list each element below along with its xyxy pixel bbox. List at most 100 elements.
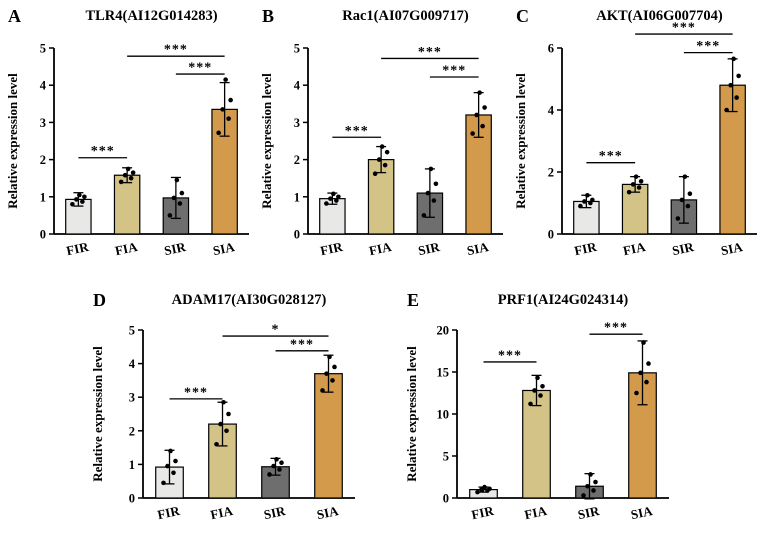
data-point bbox=[319, 388, 325, 393]
data-point bbox=[70, 201, 75, 207]
data-point bbox=[474, 112, 479, 118]
data-point bbox=[323, 371, 329, 376]
data-point bbox=[372, 171, 378, 177]
data-point bbox=[592, 479, 598, 485]
data-point bbox=[77, 192, 82, 198]
y-axis-label: Relative expression level bbox=[404, 346, 419, 482]
y-axis-label: Relative expression level bbox=[259, 73, 274, 209]
data-point bbox=[638, 179, 644, 184]
bar-fia bbox=[113, 174, 141, 235]
data-point bbox=[731, 56, 736, 62]
y-tick-label: 1 bbox=[294, 190, 300, 204]
y-tick-label: 10 bbox=[436, 408, 449, 422]
panel-title: ADAM17(AI30G028127) bbox=[171, 292, 326, 308]
y-tick-label: 4 bbox=[548, 104, 555, 118]
y-axis-label: Relative expression level bbox=[5, 73, 20, 209]
data-point bbox=[421, 213, 427, 218]
data-point bbox=[167, 448, 173, 454]
data-point bbox=[225, 411, 231, 417]
data-point bbox=[584, 483, 590, 489]
data-point bbox=[167, 213, 173, 218]
data-point bbox=[470, 131, 475, 136]
data-point bbox=[478, 487, 484, 492]
data-point bbox=[582, 199, 587, 204]
x-tick-label: SIA bbox=[212, 239, 237, 258]
data-point bbox=[118, 179, 124, 185]
x-tick-label: FIR bbox=[65, 239, 91, 258]
x-tick-label: SIR bbox=[576, 503, 601, 522]
x-tick-label: SIA bbox=[629, 503, 654, 522]
data-point bbox=[276, 467, 282, 472]
y-tick-label: 3 bbox=[40, 116, 46, 130]
data-point bbox=[216, 130, 221, 136]
x-tick-label: SIA bbox=[720, 239, 745, 258]
bar-fia bbox=[521, 389, 551, 499]
panel-letter: A bbox=[8, 6, 21, 26]
data-point bbox=[223, 77, 228, 82]
data-point bbox=[682, 174, 688, 179]
y-tick-label: 3 bbox=[294, 116, 300, 130]
chart-svg-b: B Rac1(AI07G009717) Relative expression le… bbox=[259, 6, 503, 258]
data-point bbox=[382, 162, 388, 168]
data-point bbox=[431, 198, 437, 203]
data-point bbox=[171, 195, 177, 201]
significance-stars: *** bbox=[184, 385, 208, 400]
data-point bbox=[724, 107, 729, 113]
data-point bbox=[675, 216, 681, 221]
data-point bbox=[580, 493, 586, 498]
data-point bbox=[324, 201, 329, 206]
data-point bbox=[379, 144, 385, 149]
significance-stars: *** bbox=[345, 124, 369, 139]
y-tick-label: 0 bbox=[442, 492, 448, 506]
x-tick-label: SIA bbox=[315, 503, 340, 522]
panel-letter: C bbox=[516, 6, 529, 26]
y-tick-label: 5 bbox=[294, 42, 300, 56]
panel-e: E PRF1(AI24G024314) Relative expression le… bbox=[403, 288, 681, 552]
y-tick-label: 2 bbox=[128, 424, 134, 438]
panel-a: A TLR4(AI12G014283) Relative expression le… bbox=[4, 2, 257, 288]
significance-stars: *** bbox=[604, 321, 628, 336]
y-tick-label: 4 bbox=[128, 357, 135, 371]
data-point bbox=[640, 340, 646, 345]
y-tick-label: 20 bbox=[436, 324, 449, 338]
data-point bbox=[486, 486, 492, 492]
data-point bbox=[626, 189, 632, 195]
data-point bbox=[590, 488, 596, 493]
data-point bbox=[80, 199, 85, 204]
data-point bbox=[428, 166, 434, 172]
y-tick-label: 5 bbox=[128, 324, 134, 338]
y-tick-label: 5 bbox=[40, 42, 46, 56]
data-point bbox=[587, 472, 593, 477]
data-point bbox=[273, 457, 279, 462]
data-point bbox=[384, 149, 390, 155]
data-point bbox=[177, 201, 183, 206]
y-tick-label: 5 bbox=[442, 450, 448, 464]
significance-stars: *** bbox=[442, 64, 466, 79]
significance-stars: *** bbox=[188, 61, 212, 76]
data-point bbox=[679, 197, 685, 203]
data-point bbox=[636, 185, 642, 190]
chart-svg-c: C AKT(AI06G007704) Relative expression lev… bbox=[513, 6, 757, 258]
data-point bbox=[130, 170, 136, 175]
data-point bbox=[643, 379, 649, 385]
x-tick-label: FIR bbox=[470, 503, 496, 522]
data-point bbox=[336, 194, 341, 200]
y-tick-label: 0 bbox=[294, 228, 300, 242]
data-point bbox=[329, 378, 335, 383]
significance-stars: *** bbox=[164, 43, 188, 58]
significance-stars: *** bbox=[91, 144, 115, 159]
y-tick-label: 1 bbox=[40, 190, 46, 204]
data-point bbox=[217, 421, 223, 427]
significance-stars: *** bbox=[498, 348, 522, 363]
data-point bbox=[328, 196, 333, 201]
y-tick-label: 0 bbox=[128, 492, 134, 506]
x-tick-label: FIA bbox=[622, 239, 648, 258]
significance-stars: *** bbox=[696, 39, 720, 54]
data-point bbox=[278, 460, 284, 466]
data-point bbox=[174, 177, 180, 183]
data-point bbox=[633, 174, 639, 179]
data-point bbox=[213, 441, 219, 447]
data-point bbox=[228, 97, 233, 103]
x-tick-label: SIR bbox=[163, 239, 188, 258]
x-tick-label: SIR bbox=[671, 239, 696, 258]
